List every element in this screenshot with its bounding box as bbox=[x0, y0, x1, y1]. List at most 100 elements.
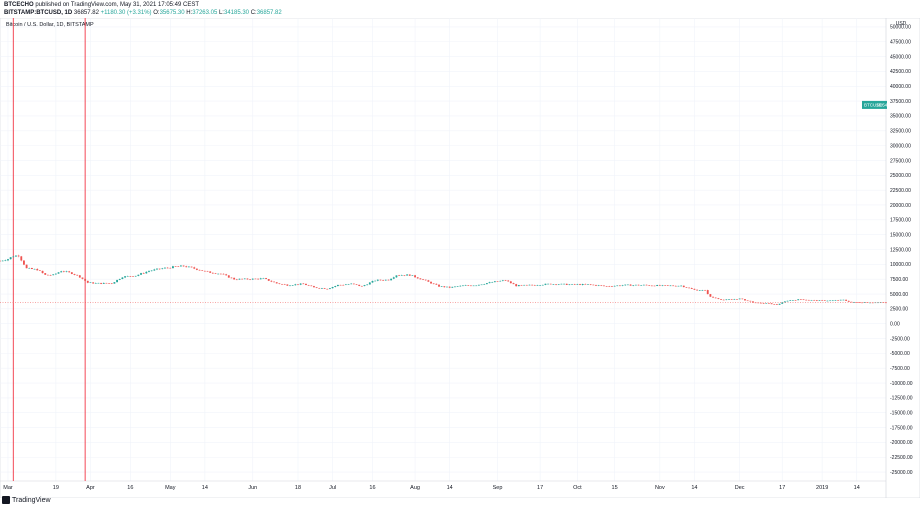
candle-body bbox=[680, 285, 683, 287]
candle-body bbox=[608, 286, 611, 287]
candle-body bbox=[714, 297, 717, 299]
candle-body bbox=[219, 273, 222, 275]
candle-body bbox=[390, 278, 393, 281]
x-tick-label: Jun bbox=[248, 485, 257, 491]
candle-body bbox=[746, 300, 749, 302]
last-price-badge: BTCUSD 18:54:14 bbox=[862, 100, 894, 109]
candle-body bbox=[446, 286, 448, 288]
candle-body bbox=[829, 300, 832, 302]
candle-body bbox=[400, 275, 403, 276]
candle-body bbox=[265, 278, 267, 280]
candle-body bbox=[406, 274, 409, 276]
y-tick-label: -22500.00 bbox=[890, 455, 913, 461]
candle-body bbox=[360, 285, 363, 287]
candle-body bbox=[44, 273, 47, 275]
candle-body bbox=[677, 285, 680, 287]
candle-body bbox=[65, 271, 68, 272]
candle-body bbox=[642, 284, 645, 286]
candle-body bbox=[791, 300, 794, 301]
candle-body bbox=[690, 288, 693, 289]
x-tick-label: 16 bbox=[369, 485, 375, 491]
candle-body bbox=[41, 270, 44, 274]
y-tick-label: -20000.00 bbox=[890, 440, 913, 446]
y-tick-label: -15000.00 bbox=[890, 411, 913, 417]
price-change: +1180.30 (+3.31%) bbox=[100, 10, 152, 16]
candle-body bbox=[507, 280, 510, 282]
candle-body bbox=[834, 300, 837, 301]
candle-body bbox=[398, 275, 401, 276]
y-tick-label: 12500.00 bbox=[890, 247, 911, 253]
candle-body bbox=[158, 268, 161, 270]
price-chart[interactable]: Bitcoin / U.S. Dollar, 1D, BITSTAMP USD … bbox=[0, 18, 920, 498]
y-tick-label: 27500.00 bbox=[890, 158, 911, 164]
candle-body bbox=[807, 299, 810, 301]
candle-body bbox=[528, 284, 531, 286]
candle-body bbox=[855, 302, 858, 303]
candle-body bbox=[589, 284, 592, 285]
candle-body bbox=[198, 269, 201, 271]
candle-body bbox=[20, 256, 23, 261]
candle-body bbox=[499, 280, 502, 282]
price-axis[interactable]: 50000.00 47500.00 45000.00 42500.00 40000.00… bbox=[890, 25, 913, 476]
candle-body bbox=[392, 277, 395, 279]
candle-body bbox=[863, 302, 866, 303]
candle-body bbox=[227, 275, 230, 278]
candle-body bbox=[203, 270, 206, 272]
candle-body bbox=[658, 285, 661, 286]
candle-body bbox=[328, 288, 331, 290]
candle-body bbox=[805, 299, 808, 301]
candle-body bbox=[334, 286, 337, 287]
candle-body bbox=[797, 299, 800, 301]
candle-body bbox=[536, 285, 539, 286]
candle-body bbox=[720, 299, 722, 300]
candle-body bbox=[557, 284, 560, 285]
candle-body bbox=[206, 270, 209, 272]
candle-body bbox=[4, 260, 7, 262]
tradingview-footer[interactable]: TradingView bbox=[2, 496, 51, 504]
candle-body bbox=[100, 282, 103, 284]
candle-body bbox=[195, 268, 198, 270]
published-text: published on TradingView.com, May 31, 20… bbox=[35, 2, 200, 8]
candle-body bbox=[464, 285, 467, 286]
candle-body bbox=[185, 266, 188, 268]
x-tick-label: Jul bbox=[329, 485, 336, 491]
candle-body bbox=[352, 283, 355, 285]
candle-body bbox=[105, 282, 108, 284]
candle-body bbox=[866, 302, 869, 303]
candle-body bbox=[837, 300, 840, 301]
x-tick-label: 14 bbox=[691, 485, 697, 491]
candle-body bbox=[217, 273, 220, 275]
y-tick-label: 40000.00 bbox=[890, 84, 911, 90]
publisher-name: BTCECHO bbox=[4, 2, 34, 8]
candle-body bbox=[443, 286, 446, 288]
candle-body bbox=[254, 278, 257, 280]
candle-body bbox=[132, 276, 134, 277]
candle-body bbox=[693, 288, 696, 290]
y-tick-label: -7500.00 bbox=[890, 366, 910, 372]
y-tick-label: 10000.00 bbox=[890, 262, 911, 268]
candle-body bbox=[563, 283, 565, 285]
time-axis[interactable]: Mar 19 Apr 16 May 14 Jun 18 Jul 16 Aug 14 Sep 17 Oct 15… bbox=[3, 485, 860, 491]
candle-body bbox=[15, 255, 17, 257]
candle-body bbox=[491, 282, 494, 283]
candle-body bbox=[770, 303, 773, 305]
candle-body bbox=[12, 256, 15, 258]
x-tick-label: 18 bbox=[295, 485, 301, 491]
candle-body bbox=[344, 284, 347, 286]
candle-body bbox=[584, 284, 587, 285]
candle-body bbox=[23, 260, 25, 265]
candle-body bbox=[650, 285, 653, 287]
y-tick-label: 35000.00 bbox=[890, 114, 911, 120]
x-tick-label: Oct bbox=[573, 485, 582, 491]
candle-body bbox=[592, 284, 595, 286]
candle-body bbox=[616, 285, 619, 287]
candle-body bbox=[387, 279, 390, 281]
open-value: 35675.30 bbox=[159, 10, 185, 16]
candle-body bbox=[672, 285, 675, 287]
y-tick-label: -2500.00 bbox=[890, 336, 910, 342]
candle-body bbox=[483, 284, 486, 285]
candle-body bbox=[38, 270, 41, 271]
candle-body bbox=[140, 273, 142, 275]
candle-body bbox=[454, 286, 456, 288]
candle-body bbox=[632, 285, 635, 286]
